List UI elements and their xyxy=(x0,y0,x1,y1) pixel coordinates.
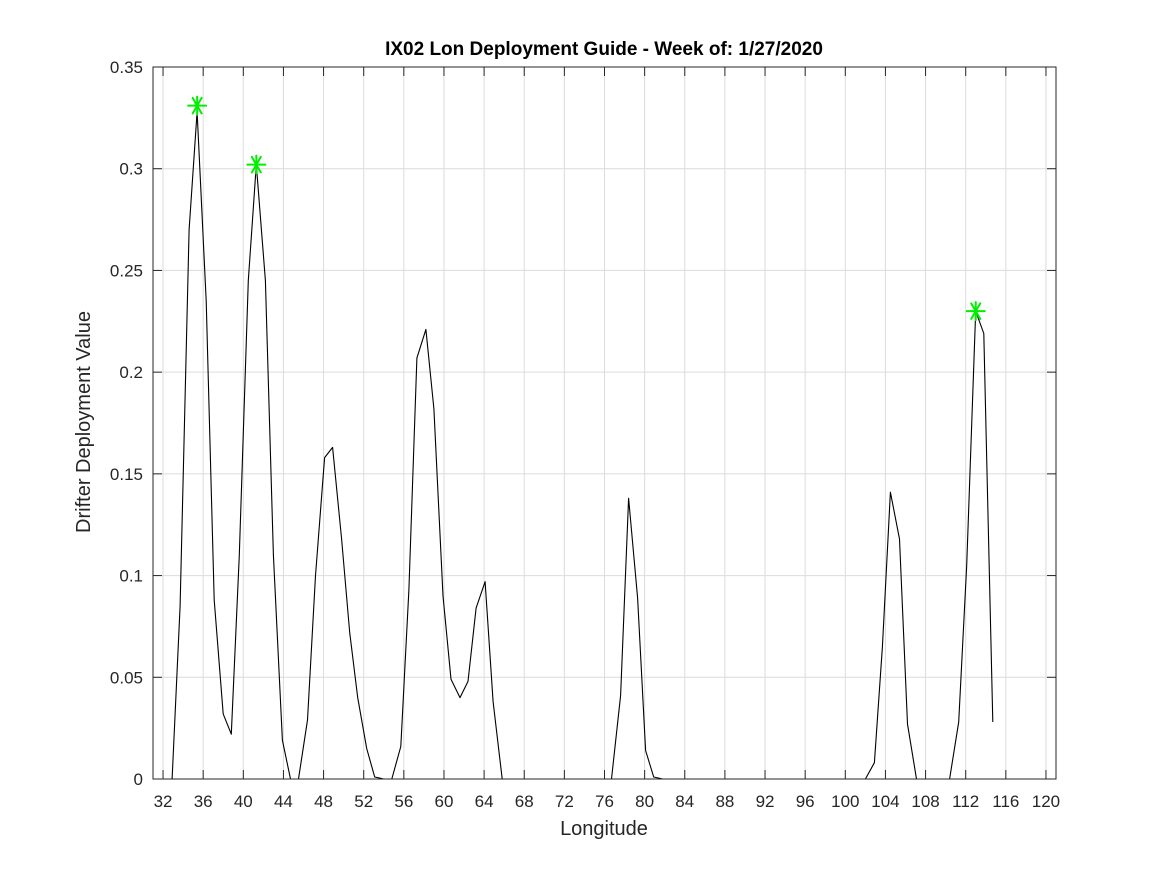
x-gridlines xyxy=(162,67,1047,779)
y-tick-label: 0.3 xyxy=(119,160,143,179)
y-axis-ticks: 0 0.05 0.1 0.15 0.2 0.25 0.3 0.35 xyxy=(110,58,1056,789)
x-axis-ticks: 32 36 40 44 48 52 56 60 64 68 72 76 80 84 88 92 96 100 104… xyxy=(154,67,1060,811)
x-tick-label: 116 xyxy=(992,792,1019,811)
x-tick-label: 76 xyxy=(595,792,614,811)
x-tick-label: 32 xyxy=(154,792,173,811)
y-tick-label: 0.1 xyxy=(119,567,143,586)
y-tick-label: 0.35 xyxy=(110,58,143,77)
peak-marker xyxy=(246,154,267,175)
x-tick-label: 92 xyxy=(756,792,775,811)
x-tick-label: 80 xyxy=(635,792,654,811)
x-tick-label: 72 xyxy=(555,792,574,811)
x-tick-label: 60 xyxy=(435,792,454,811)
x-tick-label: 96 xyxy=(796,792,815,811)
x-tick-label: 48 xyxy=(314,792,333,811)
marker-layer xyxy=(187,95,986,322)
x-tick-label: 40 xyxy=(234,792,253,811)
peak-marker xyxy=(187,95,208,116)
x-tick-label: 68 xyxy=(515,792,534,811)
x-tick-label: 52 xyxy=(354,792,373,811)
x-tick-label: 108 xyxy=(911,792,939,811)
x-axis-label: Longitude xyxy=(560,818,648,840)
x-tick-label: 44 xyxy=(274,792,293,811)
x-tick-label: 36 xyxy=(194,792,213,811)
y-tick-label: 0.05 xyxy=(110,668,143,687)
x-tick-label: 56 xyxy=(394,792,413,811)
y-tick-label: 0.25 xyxy=(110,261,143,280)
peak-marker xyxy=(965,301,986,322)
x-tick-label: 64 xyxy=(475,792,494,811)
x-tick-label: 88 xyxy=(715,792,734,811)
x-tick-label: 104 xyxy=(871,792,899,811)
x-tick-label: 100 xyxy=(831,792,859,811)
chart-title: IX02 Lon Deployment Guide - Week of: 1/2… xyxy=(385,39,823,60)
x-tick-label: 120 xyxy=(1032,792,1060,811)
y-tick-label: 0.15 xyxy=(110,465,143,484)
x-tick-label: 84 xyxy=(675,792,694,811)
y-axis-label: Drifter Deployment Value xyxy=(73,311,95,533)
x-tick-label: 112 xyxy=(952,792,979,811)
y-tick-label: 0 xyxy=(134,770,143,789)
y-tick-label: 0.2 xyxy=(119,363,143,382)
